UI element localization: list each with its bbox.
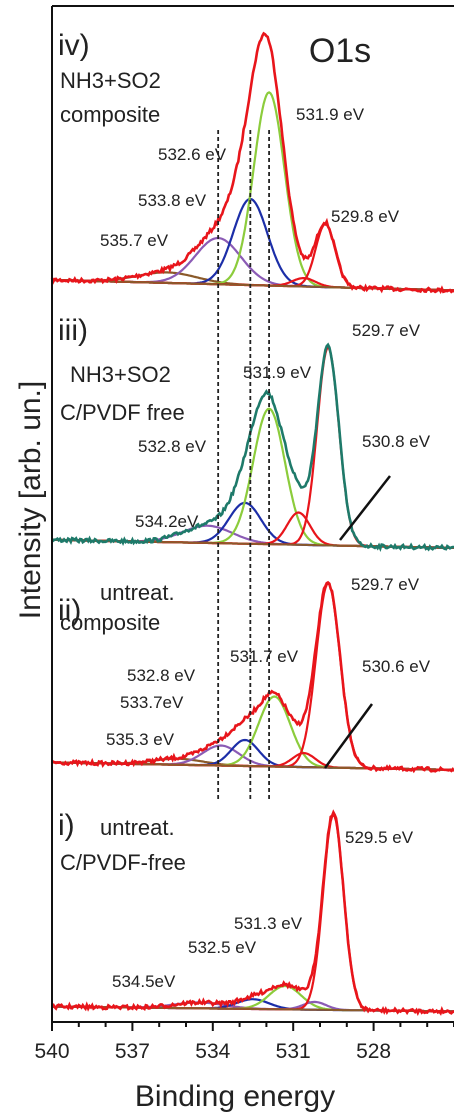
chart-title: O1s [309, 32, 371, 70]
peak-label: 532.8 eV [127, 666, 196, 685]
y-axis-label: Intensity [arb. un.] [14, 381, 47, 619]
envelope-curve [51, 809, 454, 1017]
envelope-curve [50, 342, 454, 552]
plot-curves [50, 31, 454, 1017]
pointer-line [339, 475, 391, 541]
peak-label: 532.6 eV [158, 145, 227, 164]
envelope-curve [51, 580, 454, 774]
peak-label: 532.8 eV [138, 437, 207, 456]
peak-label: 529.5 eV [345, 828, 414, 847]
tick-label: 534 [195, 1040, 230, 1063]
panel-label-line: NH3+SO2 [60, 68, 161, 93]
panel-label-line: composite [60, 610, 160, 635]
peak-label: 531.7 eV [230, 647, 299, 666]
peak-label: 529.8 eV [331, 207, 400, 226]
peak-label: 531.3 eV [234, 914, 303, 933]
tick-label: 537 [115, 1040, 150, 1063]
tick-label: 528 [356, 1040, 391, 1063]
x-axis-label: Binding energy [135, 1080, 335, 1113]
peak-label: 534.5eV [112, 972, 176, 991]
peak-label: 532.5 eV [188, 938, 257, 957]
peak-label: 535.3 eV [106, 730, 175, 749]
background-line [51, 278, 454, 292]
panel-label-line: composite [60, 102, 160, 127]
panel-label-line: untreat. [100, 815, 175, 840]
peak-label: 533.7eV [120, 693, 184, 712]
peak-label: 535.7 eV [100, 231, 169, 250]
peak-label: 529.7 eV [352, 321, 421, 340]
peak-label: 531.9 eV [243, 363, 312, 382]
pointer-line [323, 703, 374, 769]
panel-number: i) [58, 809, 75, 842]
component-peak [51, 407, 454, 549]
panel-label-line: C/PVDF free [60, 400, 185, 425]
peak-label: 530.6 eV [362, 657, 431, 676]
peak-label: 530.8 eV [362, 432, 431, 451]
x-axis-ticks: 540 537 534 531 528 [34, 1022, 454, 1063]
panel-label-line: untreat. [100, 580, 175, 605]
panel-number: ii) [58, 594, 81, 627]
peak-label: 531.9 eV [296, 105, 365, 124]
component-peak [51, 511, 454, 549]
panel-number: iii) [58, 314, 88, 347]
peak-labels: 535.7 eV 533.8 eV 532.6 eV 531.9 eV 529.8 eV… [58, 29, 431, 991]
tick-label: 531 [276, 1040, 311, 1063]
tick-label: 540 [34, 1040, 69, 1063]
peak-label: 529.7 eV [351, 575, 420, 594]
envelope-curve [50, 31, 454, 295]
peak-label: 534.2eV [135, 512, 199, 531]
panel-label-line: C/PVDF-free [60, 850, 186, 875]
panel-number: iv) [58, 29, 90, 62]
plot-frame [51, 5, 454, 1023]
peak-label: 533.8 eV [138, 191, 207, 210]
panel-label-line: NH3+SO2 [70, 362, 171, 387]
